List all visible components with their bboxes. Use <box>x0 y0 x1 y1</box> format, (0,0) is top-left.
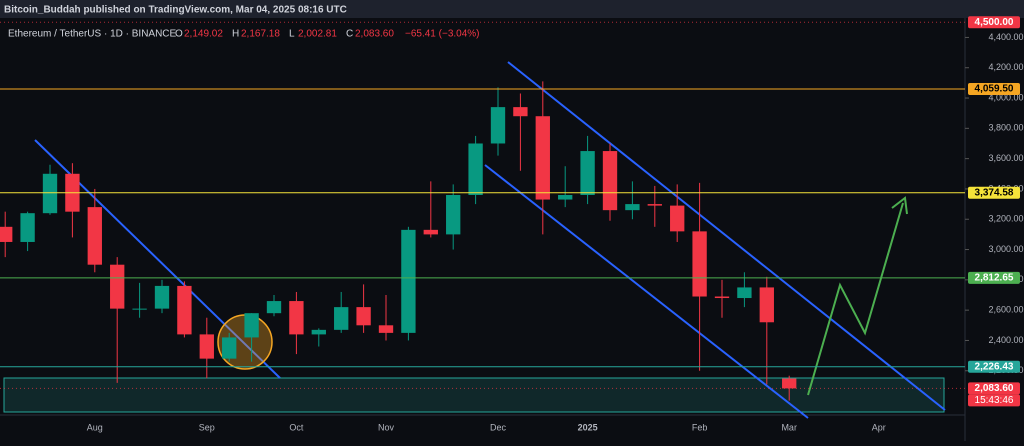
info-key: H <box>232 29 239 40</box>
y-tick-label: 2,400.00 <box>988 335 1023 345</box>
candle-body <box>714 296 730 299</box>
level-badge <box>968 360 1020 373</box>
candle-body <box>42 173 58 214</box>
candle-body <box>199 334 214 359</box>
level-label: 2,812.65 <box>975 273 1014 284</box>
candle-body <box>692 231 707 297</box>
channel-lower <box>484 164 809 419</box>
projection-arrow <box>807 202 904 396</box>
x-tick-label: Aug <box>87 422 103 432</box>
x-tick-label: Nov <box>378 422 395 432</box>
candle-body <box>423 229 438 235</box>
candle-body <box>513 107 528 117</box>
candle-body <box>737 287 752 299</box>
candle-body <box>625 204 640 211</box>
info-key: C <box>346 29 353 40</box>
x-tick-label: Feb <box>692 422 708 432</box>
countdown-badge <box>968 394 1020 407</box>
candle-body <box>334 307 349 330</box>
x-tick-label: Dec <box>490 422 507 432</box>
y-tick-label: 4,200.00 <box>988 62 1023 72</box>
level-label: 3,374.58 <box>975 187 1014 198</box>
candle-body <box>132 308 147 310</box>
candle-body <box>20 213 35 242</box>
candle-body <box>468 143 483 195</box>
y-tick-label: 2,600.00 <box>988 305 1023 315</box>
level-label: 2,226.43 <box>975 361 1014 372</box>
candle-body <box>356 307 371 326</box>
info-value: 2,002.81 <box>298 29 337 40</box>
level-label: 4,500.00 <box>975 17 1014 28</box>
level-badge <box>968 83 1020 96</box>
y-tick-label: 3,600.00 <box>988 153 1023 163</box>
symbol: Ethereum / TetherUS · 1D · BINANCE <box>8 29 177 40</box>
y-tick-label: 4,400.00 <box>988 32 1023 42</box>
plot <box>0 81 797 401</box>
candle-body <box>490 107 506 144</box>
ohlc-info: O 2,149.02 H 2,167.18 L 2,002.81 C 2,083.60 −65.… <box>175 29 480 40</box>
top-bar <box>0 0 1024 18</box>
chart-title: Bitcoin_Buddah published on TradingView.… <box>4 5 347 16</box>
info-value: 2,149.02 <box>184 29 223 40</box>
level-label: 4,059.50 <box>975 84 1014 95</box>
x-tick-label: Mar <box>781 422 797 432</box>
candle-body <box>177 285 192 335</box>
level-badge <box>968 382 1020 395</box>
support-zone <box>3 377 945 413</box>
info-value: 2,083.60 <box>355 29 394 40</box>
x-tick-label: Apr <box>872 422 886 432</box>
candle-body <box>446 195 461 235</box>
candle-body <box>647 204 662 206</box>
x-tick-label: 2025 <box>578 422 598 432</box>
candle-body <box>759 287 774 323</box>
candle-body <box>87 207 102 265</box>
candle-body <box>580 151 595 195</box>
info-key: O <box>175 29 183 40</box>
candle-body <box>602 151 618 211</box>
candle-body <box>311 329 326 335</box>
y-tick-label: 3,000.00 <box>988 244 1023 254</box>
change: −65.41 (−3.04%) <box>405 29 480 40</box>
x-tick-label: Sep <box>199 422 215 432</box>
candle-body <box>0 226 13 242</box>
level-badge <box>968 186 1020 199</box>
candle-body <box>378 325 394 333</box>
candle-body <box>670 205 685 232</box>
candle-body <box>110 264 125 309</box>
y-tick-label: 3,800.00 <box>988 123 1023 133</box>
info-key: L <box>289 29 295 40</box>
x-tick-label: Oct <box>289 422 304 432</box>
candle-body <box>154 285 170 309</box>
candle-body <box>266 301 282 314</box>
y-tick-label: 3,200.00 <box>988 214 1023 224</box>
candle-body <box>558 195 573 200</box>
channel-upper <box>507 61 946 411</box>
candle-body <box>222 337 237 359</box>
candle-body <box>244 313 259 338</box>
level-badge <box>968 16 1020 29</box>
candle-body <box>289 301 304 335</box>
candle-body <box>535 116 550 200</box>
countdown: 15:43:46 <box>975 395 1014 406</box>
arrow-head <box>891 196 908 215</box>
level-label: 2,083.60 <box>975 383 1014 394</box>
y-tick-label: 4,000.00 <box>988 92 1023 102</box>
info-value: 2,167.18 <box>241 29 280 40</box>
candle-body <box>782 378 797 389</box>
level-badge <box>968 271 1020 284</box>
candle-body <box>401 229 416 333</box>
